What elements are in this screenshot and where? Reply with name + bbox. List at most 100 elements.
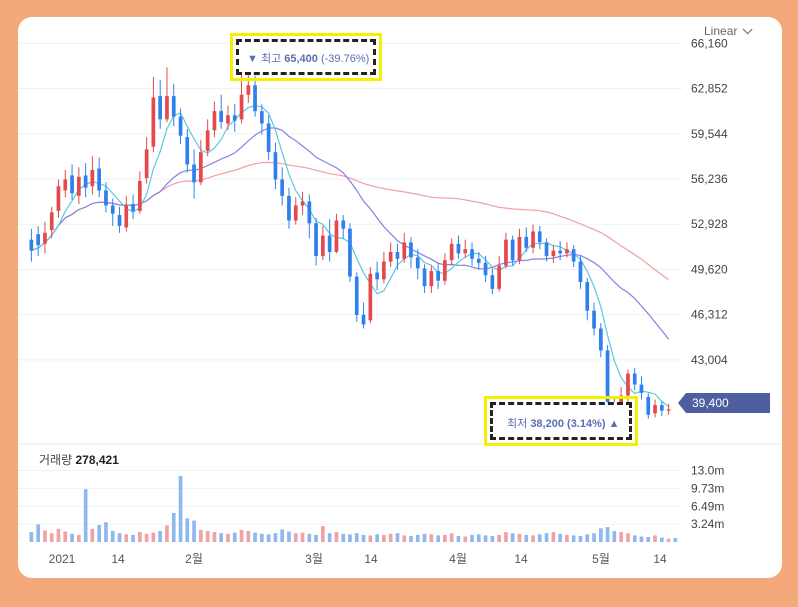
volume-bar <box>456 536 461 542</box>
volume-bar <box>117 533 122 542</box>
volume-bar <box>504 532 508 542</box>
high-label: 최고 <box>260 53 282 65</box>
volume-bar <box>56 528 61 542</box>
volume-bar <box>524 534 529 542</box>
down-candle <box>232 115 237 121</box>
up-candle <box>239 94 244 120</box>
volume-bar <box>334 532 339 542</box>
volume-bar <box>280 529 284 542</box>
up-candle <box>63 179 68 191</box>
down-candle <box>287 195 291 221</box>
up-candle <box>388 252 393 262</box>
volume-bar <box>646 537 651 542</box>
up-candle <box>321 235 325 257</box>
volume-label: 거래량 <box>39 453 73 467</box>
price-tick-label: 43,004 <box>691 353 728 367</box>
volume-bar <box>300 532 305 542</box>
volume-bar <box>327 533 332 542</box>
volume-bar <box>253 532 257 542</box>
volume-bar <box>544 533 549 542</box>
volume-bar <box>83 489 88 542</box>
volume-bar <box>490 536 495 542</box>
volume-bar <box>632 535 637 542</box>
x-tick-label: 4월 <box>449 552 467 566</box>
volume-bar <box>673 538 678 542</box>
volume-tick-label: 9.73m <box>691 481 724 495</box>
volume-bar <box>368 535 373 542</box>
volume-bar <box>402 535 407 542</box>
volume-bar <box>592 533 596 542</box>
down-candle <box>192 164 196 183</box>
volume-bar <box>571 535 576 542</box>
up-candle <box>138 180 142 211</box>
volume-bar <box>443 534 447 542</box>
ma20-line <box>31 127 670 340</box>
volume-bar <box>273 533 278 542</box>
volume-bar <box>409 536 413 542</box>
down-candle <box>307 201 312 224</box>
volume-bar <box>321 526 325 542</box>
down-candle <box>415 257 420 269</box>
down-candle <box>585 282 590 311</box>
volume-bar <box>124 534 129 542</box>
volume-bar <box>314 534 318 542</box>
up-candle <box>199 152 203 183</box>
volume-bar <box>436 535 440 542</box>
down-candle <box>571 249 576 262</box>
volume-bar <box>144 533 149 543</box>
down-candle <box>29 239 34 251</box>
volume-bar <box>666 538 671 542</box>
scale-selector[interactable]: Linear <box>704 24 753 38</box>
up-candle <box>56 186 61 211</box>
down-candle <box>348 228 352 277</box>
up-candle <box>226 115 230 124</box>
down-candle <box>314 223 318 256</box>
up-candle <box>666 409 671 411</box>
volume-bar <box>422 533 427 543</box>
volume-bar <box>388 533 393 543</box>
volume-bar <box>232 532 237 542</box>
price-tick-label: 46,312 <box>691 308 728 322</box>
up-candle <box>497 265 501 289</box>
volume-tick-label: 3.24m <box>691 517 724 531</box>
down-candle <box>97 168 101 191</box>
volume-bar <box>185 518 190 542</box>
up-candle <box>165 96 169 120</box>
down-candle <box>510 239 515 261</box>
down-candle <box>409 242 413 258</box>
volume-bar <box>619 532 623 542</box>
down-candle <box>436 271 440 281</box>
volume-bar <box>361 534 366 542</box>
volume-bar <box>29 532 34 542</box>
up-candle <box>531 231 535 248</box>
up-candle <box>246 85 251 95</box>
up-candle <box>429 271 434 287</box>
volume-bar <box>517 533 522 543</box>
up-candle <box>77 176 81 196</box>
up-candle <box>619 395 623 407</box>
up-candle <box>151 97 156 147</box>
volume-bar <box>483 535 488 542</box>
volume-bar <box>415 534 420 542</box>
down-candle <box>327 235 332 252</box>
volume-bar <box>585 534 590 542</box>
volume-bar <box>70 533 74 543</box>
volume-readout: 거래량 278,421 <box>39 451 119 468</box>
down-candle <box>490 275 495 289</box>
down-candle <box>110 205 115 214</box>
low-value: 38,200 <box>530 418 564 430</box>
volume-bar <box>205 531 210 542</box>
volume-bar <box>599 528 603 543</box>
down-candle <box>273 152 278 180</box>
volume-bar <box>171 512 176 542</box>
down-candle <box>70 175 74 194</box>
volume-bar <box>348 534 352 542</box>
current-price-tag: 39,400 <box>678 393 770 413</box>
down-candle <box>185 137 190 165</box>
price-tick-label: 56,236 <box>691 172 728 186</box>
low-label: 최저 <box>507 418 528 430</box>
volume-bar <box>199 529 203 542</box>
down-candle <box>104 190 108 206</box>
price-tick-label: 62,852 <box>691 82 728 96</box>
up-candle <box>212 111 217 131</box>
